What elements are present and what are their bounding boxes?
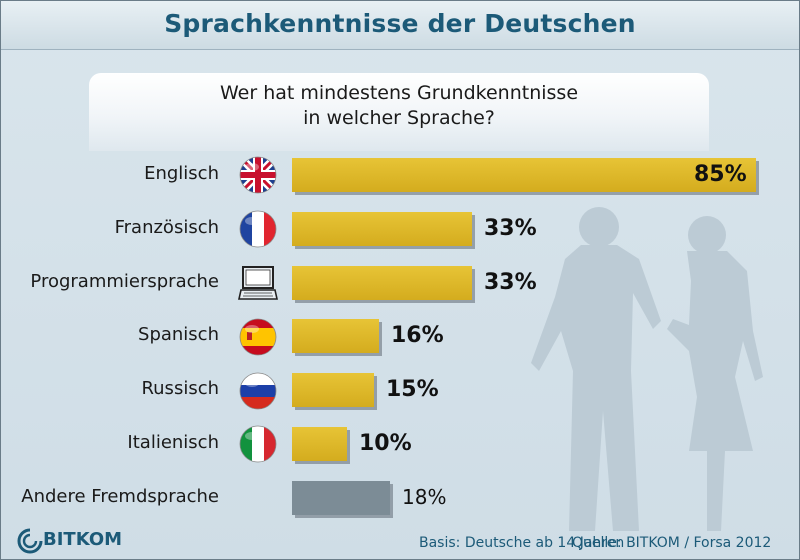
- value-label-spanisch: 16%: [391, 323, 444, 349]
- russia-flag-icon: [239, 372, 277, 410]
- value-label-russisch: 15%: [386, 377, 439, 403]
- bar-spanisch: [292, 319, 379, 354]
- people-silhouette-illustration: [531, 207, 763, 531]
- category-label-russisch: Russisch: [141, 378, 219, 400]
- bitkom-logo-icon: [17, 528, 43, 554]
- italy-flag-icon: [239, 425, 277, 463]
- chart-title: Sprachkenntnisse der Deutschen: [164, 9, 636, 38]
- france-flag-icon: [239, 210, 277, 248]
- bar-russisch: [292, 373, 374, 408]
- category-label-franz-sisch: Französisch: [114, 216, 219, 238]
- laptop-icon: [238, 266, 278, 300]
- bar-franz-sisch: [292, 211, 472, 246]
- bar-programmiersprache: [292, 265, 472, 300]
- header-banner: Sprachkenntnisse der Deutschen: [1, 1, 799, 50]
- bar-englisch: [292, 158, 756, 192]
- category-label-andere-fremdsprache: Andere Fremdsprache: [21, 485, 219, 507]
- category-label-spanisch: Spanisch: [138, 324, 219, 346]
- footer-source: Quelle: BITKOM / Forsa 2012: [572, 535, 772, 551]
- value-label-englisch: 85%: [694, 162, 747, 187]
- category-label-englisch: Englisch: [144, 163, 219, 184]
- subtitle-panel: Wer hat mindestens Grundkenntnisse in we…: [89, 73, 709, 151]
- value-label-franz-sisch: 33%: [484, 215, 537, 241]
- chart-subtitle: Wer hat mindestens Grundkenntnisse in we…: [219, 82, 579, 129]
- spain-flag-icon: [239, 318, 277, 356]
- category-label-italienisch: Italienisch: [127, 432, 219, 453]
- footer-basis: Basis: Deutsche ab 14 Jahren: [419, 535, 625, 551]
- category-label-programmiersprache: Programmiersprache: [30, 270, 219, 292]
- value-label-programmiersprache: 33%: [484, 269, 537, 295]
- bar-italienisch: [292, 427, 347, 461]
- value-label-italienisch: 10%: [359, 431, 412, 456]
- bar-andere-fremdsprache: [292, 480, 390, 515]
- uk-flag-icon: [239, 156, 277, 194]
- value-label-andere-fremdsprache: 18%: [402, 484, 447, 509]
- bitkom-logo-text: BITKOM: [43, 529, 123, 550]
